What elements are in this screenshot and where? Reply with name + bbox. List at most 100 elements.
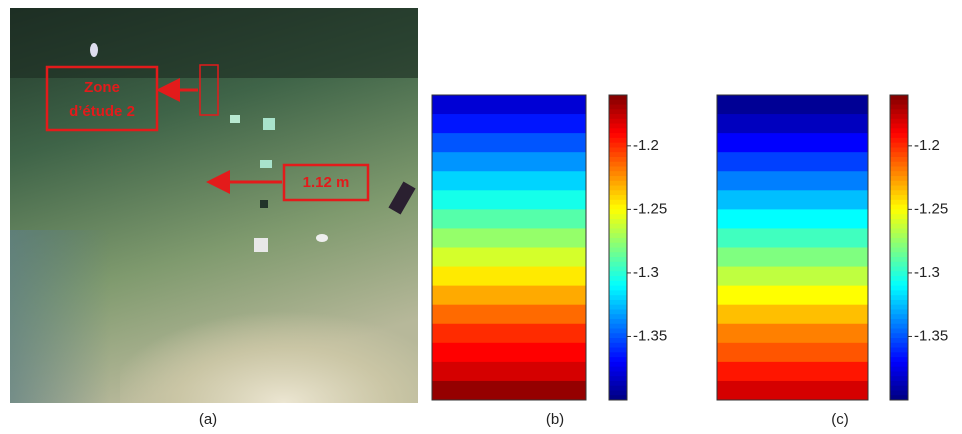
caption: (b) xyxy=(546,411,564,428)
colorbar-step xyxy=(609,299,627,306)
colorbar-step xyxy=(609,180,627,187)
colorbar-tick-label: -1.3 xyxy=(633,264,659,281)
colorbar-step xyxy=(890,133,908,139)
heatmap-row xyxy=(717,171,868,191)
colorbar-step xyxy=(609,233,627,239)
colorbar-step xyxy=(609,304,627,310)
colorbar-step xyxy=(609,328,627,334)
colorbar-tick-label: -1.35 xyxy=(633,327,667,344)
colorbar-step xyxy=(609,133,627,139)
colorbar-step xyxy=(890,371,908,377)
colorbar-step xyxy=(609,257,627,263)
colorbar-step xyxy=(890,314,908,320)
study-area xyxy=(199,64,219,116)
heatmap-row xyxy=(717,228,868,248)
colorbar-step xyxy=(890,285,908,291)
colorbar-step xyxy=(609,190,627,196)
heatmap-row xyxy=(432,190,586,210)
colorbar-step xyxy=(609,318,627,325)
colorbar-step xyxy=(890,109,908,115)
colorbar-step xyxy=(609,380,627,387)
zone-label: d’étude 2 xyxy=(69,103,135,120)
colorbar-step xyxy=(890,323,908,330)
colorbar-step xyxy=(609,128,627,134)
heatmap-row xyxy=(717,266,868,287)
colorbar-step xyxy=(609,333,627,339)
colorbar-step xyxy=(609,185,627,191)
colorbar-step xyxy=(609,247,627,253)
heatmap-row xyxy=(717,380,868,401)
colorbar-step xyxy=(609,242,627,248)
colorbar-step xyxy=(890,218,908,225)
heatmap-row xyxy=(717,190,868,210)
photo xyxy=(10,8,418,403)
colorbar-step xyxy=(609,309,627,315)
colorbar-step xyxy=(890,137,908,144)
colorbar-step xyxy=(609,114,627,120)
heatmap-row xyxy=(432,228,586,248)
colorbar-step xyxy=(890,166,908,172)
heatmap-row xyxy=(717,361,868,382)
colorbar-step xyxy=(890,171,908,177)
heatmap-row xyxy=(717,133,868,153)
colorbar-step xyxy=(890,261,908,268)
colorbar-step xyxy=(609,118,627,125)
colorbar-step xyxy=(609,357,627,363)
heatmap-row xyxy=(432,133,586,153)
colorbar-step xyxy=(890,99,908,106)
colorbar-step xyxy=(890,118,908,125)
colorbar-step xyxy=(609,209,627,215)
colorbar-step xyxy=(890,147,908,153)
heatmap-row xyxy=(432,304,586,325)
colorbar-step xyxy=(890,114,908,120)
colorbar-step xyxy=(890,309,908,315)
colorbar-step xyxy=(609,161,627,167)
heatmap-row xyxy=(717,152,868,172)
colorbar-step xyxy=(890,242,908,248)
colorbar-step xyxy=(890,361,908,368)
colorbar-step xyxy=(890,180,908,187)
colorbar-step xyxy=(890,390,908,396)
colorbar-step xyxy=(890,380,908,387)
heatmap-frame xyxy=(431,94,587,401)
colorbar-step xyxy=(609,371,627,377)
colorbar-step xyxy=(609,109,627,115)
colorbar-step xyxy=(890,295,908,301)
annotations: Zone d’étude 2 1.12 m xyxy=(45,64,370,202)
heatmap-row xyxy=(432,361,586,382)
colorbar-step xyxy=(609,171,627,177)
colorbar-step xyxy=(609,228,627,234)
zone-label: Zone xyxy=(84,79,120,96)
colorbar-step xyxy=(609,204,627,210)
colorbar-step xyxy=(890,338,908,344)
colorbar-step xyxy=(890,347,908,353)
caption: (a) xyxy=(199,411,217,428)
heatmap-row xyxy=(432,380,586,401)
colorbar-step xyxy=(890,190,908,196)
colorbar-step xyxy=(890,237,908,244)
heatmap-row xyxy=(432,342,586,363)
colorbar-step xyxy=(609,285,627,291)
colorbar-step xyxy=(609,152,627,158)
heatmap-row xyxy=(717,247,868,268)
colorbar-step xyxy=(609,338,627,344)
colorbar-step xyxy=(890,333,908,339)
colorbar-step xyxy=(890,290,908,296)
colorbar-step xyxy=(609,95,627,101)
heatmap-frame xyxy=(716,94,869,401)
heatmap-row xyxy=(717,209,868,229)
colorbar-step xyxy=(609,137,627,144)
colorbar-frame xyxy=(608,94,628,401)
colorbar-step xyxy=(609,104,627,110)
colorbar-step xyxy=(609,352,627,358)
colorbar-step xyxy=(609,280,627,287)
colorbar-step xyxy=(609,218,627,225)
colorbar-step xyxy=(890,95,908,101)
colorbar-step xyxy=(890,342,908,349)
colorbar-step xyxy=(609,99,627,106)
colorbar-step xyxy=(609,199,627,206)
colorbar-step xyxy=(890,142,908,148)
colorbar-step xyxy=(890,257,908,263)
